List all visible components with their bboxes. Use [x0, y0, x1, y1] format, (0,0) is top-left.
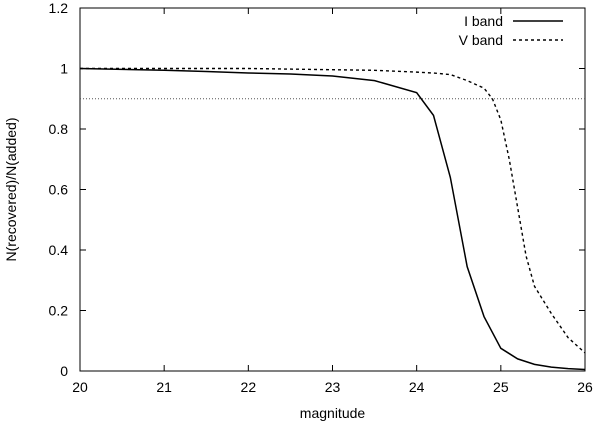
series-group [79, 67, 586, 371]
plot-frame [79, 7, 586, 372]
x-tick-label: 20 [72, 379, 88, 395]
x-tick-label: 24 [409, 379, 425, 395]
legend-label: V band [459, 32, 503, 48]
x-tick-label: 22 [241, 379, 257, 395]
axis-ticks [79, 7, 586, 372]
y-axis-label: N(recovered)/N(added) [3, 118, 19, 262]
y-tick-label: 0.2 [49, 303, 69, 319]
series-line-0 [79, 67, 586, 371]
x-tick-label: 25 [493, 379, 509, 395]
series-line-1 [80, 67, 586, 354]
x-tick-label: 21 [156, 379, 172, 395]
x-tick-label: 23 [325, 379, 341, 395]
y-tick-label: 1 [60, 61, 68, 77]
x-tick-label: 26 [577, 379, 593, 395]
legend: I band V band [459, 13, 563, 48]
y-tick-label: 0.8 [49, 121, 69, 137]
y-tick-label: 1.2 [49, 0, 69, 16]
tick-labels: 20 21 22 23 24 25 26 0 0.2 0.4 0.6 0.8 1 1.2 [49, 0, 593, 395]
y-tick-label: 0 [60, 363, 68, 379]
x-axis-label: magnitude [300, 405, 366, 421]
legend-label: I band [464, 13, 503, 29]
y-tick-label: 0.4 [49, 242, 69, 258]
y-tick-label: 0.6 [49, 182, 69, 198]
